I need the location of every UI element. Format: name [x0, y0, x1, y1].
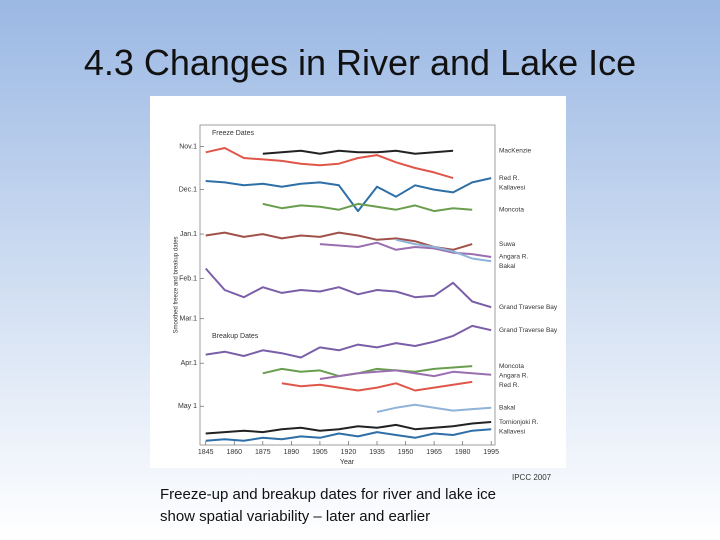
slide-title: 4.3 Changes in River and Lake Ice: [83, 42, 637, 83]
x-tick-label: 1905: [312, 449, 328, 456]
series-line: [205, 324, 492, 359]
legend-label: MacKenzie: [499, 148, 532, 155]
x-axis-label: Year: [340, 459, 355, 466]
legend-label: Kallavesi: [499, 184, 525, 191]
legend-label: Grand Traverse Bay: [499, 327, 558, 334]
series-line: [205, 421, 492, 435]
series-line: [262, 149, 454, 155]
series-line: [319, 369, 492, 380]
x-tick-label: 1965: [426, 449, 442, 456]
y-tick-label: Dec.1: [179, 186, 197, 193]
legend-label: Red R.: [499, 175, 519, 182]
x-tick-label: 1995: [483, 449, 499, 456]
legend-label: Grand Traverse Bay: [499, 304, 558, 311]
x-tick-label: 1875: [255, 449, 271, 456]
panel-label: Breakup Dates: [212, 333, 259, 340]
series-line: [281, 380, 473, 392]
x-tick-label: 1920: [341, 449, 357, 456]
legend-label: Bakal: [499, 404, 516, 411]
series-line: [395, 238, 492, 263]
y-tick-label: Feb.1: [179, 275, 197, 282]
caption: Freeze-up and breakup dates for river an…: [160, 486, 497, 525]
x-tick-label: 1845: [198, 449, 214, 456]
series-line: [205, 177, 492, 213]
x-tick-label: 1950: [398, 449, 414, 456]
y-axis-label: Smoothed freeze and breakup dates: [174, 236, 180, 333]
legend-label: Angara R.: [499, 254, 528, 261]
y-tick-label: Apr.1: [181, 360, 197, 367]
series-line: [262, 365, 473, 378]
plot-frame: [199, 124, 496, 446]
series-line: [262, 202, 473, 213]
x-tick-label: 1980: [455, 449, 471, 456]
y-tick-label: Jan.1: [180, 231, 197, 238]
series-line: [204, 267, 492, 309]
legend-label: Tornionjoki R.: [499, 419, 539, 426]
source: IPCC 2007: [512, 473, 552, 482]
series-line: [205, 147, 454, 180]
y-tick-label: May 1: [178, 403, 197, 410]
legend-label: Angara R.: [499, 372, 528, 379]
legend-label: Bakal: [499, 263, 516, 270]
x-tick-label: 1860: [226, 449, 242, 456]
x-tick-label: 1935: [369, 449, 385, 456]
legend-label: Suwa: [499, 241, 516, 248]
y-tick-label: Mar.1: [179, 316, 197, 323]
legend-label: Kallavesi: [499, 428, 525, 435]
legend-label: Red R.: [499, 382, 519, 389]
series-line: [205, 428, 492, 442]
legend-label: Moncota: [499, 206, 524, 213]
y-tick-label: Nov.1: [179, 143, 197, 150]
legend-label: Moncota: [499, 363, 524, 370]
series-line: [319, 241, 492, 258]
x-tick-label: 1890: [284, 449, 300, 456]
series-line: [376, 403, 492, 413]
panel-label: Freeze Dates: [212, 130, 255, 137]
